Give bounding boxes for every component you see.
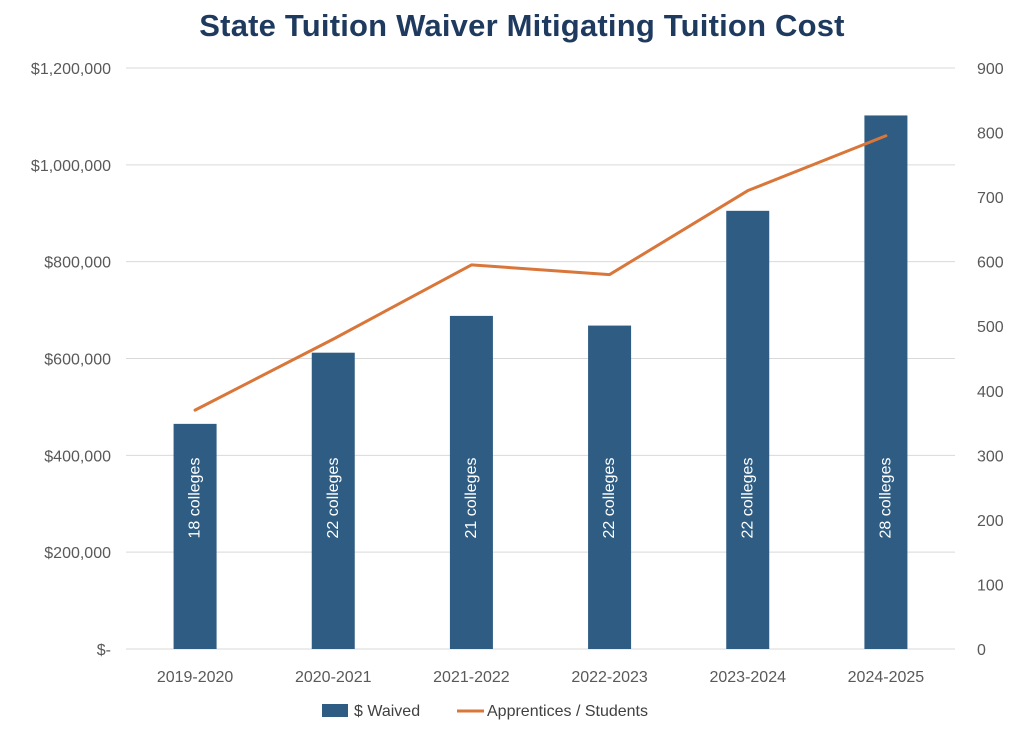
y-right-tick-label: 100 bbox=[977, 577, 1004, 594]
bar bbox=[449, 315, 493, 649]
y-left-tick-label: $400,000 bbox=[44, 448, 111, 465]
bar-data-label: 18 colleges bbox=[187, 458, 204, 539]
bar-data-label: 22 colleges bbox=[601, 458, 618, 539]
y-right-tick-label: 0 bbox=[977, 642, 986, 659]
x-tick-label: 2020-2021 bbox=[295, 669, 372, 686]
y-right-tick-label: 200 bbox=[977, 513, 1004, 530]
legend-swatch-bar bbox=[322, 704, 348, 717]
bar-data-label: 22 colleges bbox=[325, 458, 342, 539]
y-right-tick-label: 500 bbox=[977, 319, 1004, 336]
bar bbox=[311, 352, 355, 649]
y-axis-right: 0 100 200 300 400 500 600 700 800 900 bbox=[977, 61, 1004, 659]
x-tick-label: 2023-2024 bbox=[709, 669, 786, 686]
y-axis-left: $- $200,000 $400,000 $600,000 $800,000 $1,000… bbox=[31, 61, 111, 659]
y-left-tick-label: $- bbox=[97, 642, 111, 659]
x-tick-label: 2024-2025 bbox=[848, 669, 925, 686]
y-left-tick-label: $1,200,000 bbox=[31, 61, 111, 78]
legend: $ Waived Apprentices / Students bbox=[322, 703, 648, 720]
y-right-tick-label: 700 bbox=[977, 190, 1004, 207]
grid-lines bbox=[126, 67, 955, 650]
y-right-tick-label: 600 bbox=[977, 255, 1004, 272]
line-series-apprentices bbox=[193, 134, 888, 412]
bar bbox=[726, 210, 770, 649]
bar bbox=[588, 325, 632, 649]
x-tick-label: 2022-2023 bbox=[571, 669, 648, 686]
line-path bbox=[193, 134, 888, 412]
y-right-tick-label: 300 bbox=[977, 448, 1004, 465]
legend-label-apprentices: Apprentices / Students bbox=[487, 703, 648, 720]
y-left-tick-label: $800,000 bbox=[44, 255, 111, 272]
bar-data-label: 22 colleges bbox=[739, 458, 756, 539]
bar-series-dollars-waived: 18 colleges 22 colleges 21 colleges 22 coll… bbox=[173, 115, 908, 649]
y-left-tick-label: $200,000 bbox=[44, 545, 111, 562]
chart-title: State Tuition Waiver Mitigating Tuition … bbox=[199, 8, 845, 43]
legend-label-dollars-waived: $ Waived bbox=[354, 703, 420, 720]
x-tick-label: 2021-2022 bbox=[433, 669, 510, 686]
y-left-tick-label: $1,000,000 bbox=[31, 158, 111, 175]
bar bbox=[864, 115, 908, 649]
x-tick-label: 2019-2020 bbox=[157, 669, 234, 686]
y-left-tick-label: $600,000 bbox=[44, 352, 111, 369]
bar bbox=[173, 423, 217, 649]
bar-data-label: 28 colleges bbox=[877, 458, 894, 539]
y-right-tick-label: 800 bbox=[977, 126, 1004, 143]
y-right-tick-label: 900 bbox=[977, 61, 1004, 78]
x-axis: 2019-2020 2020-2021 2021-2022 2022-2023 2023… bbox=[157, 669, 924, 686]
bar-data-label: 21 colleges bbox=[463, 458, 480, 539]
y-right-tick-label: 400 bbox=[977, 384, 1004, 401]
